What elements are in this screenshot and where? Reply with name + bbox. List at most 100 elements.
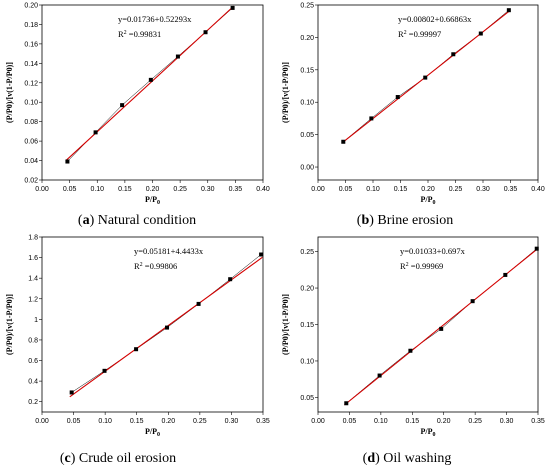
panel-caption: (c) Crude oil erosion	[60, 451, 176, 466]
y-tick-label: 0.10	[24, 100, 38, 107]
panel-caption: (a) Natural condition	[78, 213, 196, 228]
x-tick-label: 0.35	[229, 186, 243, 193]
y-axis-label: (P/P0)/[v(1-P/P0)]	[5, 62, 14, 123]
y-tick-label: 0.20	[24, 3, 38, 10]
y-tick-label: 0.04	[24, 158, 38, 165]
data-point	[451, 52, 456, 57]
x-tick-label: 0.05	[67, 418, 81, 425]
x-tick-label: 0.05	[343, 418, 357, 425]
x-tick-label: 0.15	[394, 186, 408, 193]
data-point	[259, 252, 264, 257]
x-tick-label: 0.35	[531, 418, 545, 425]
x-tick-label: 0.20	[146, 186, 160, 193]
x-axis-label: P/P0	[145, 195, 160, 206]
x-tick-label: 0.05	[63, 186, 77, 193]
y-tick-label: 1.4	[28, 276, 38, 283]
y-tick-label: 0.15	[300, 67, 314, 74]
chart-panel-d: 0.00 0.05 0.10 0.15 0.20 0.25 0.30 0.35 0.05 0.10…	[281, 236, 545, 466]
y-tick-label: 1.6	[28, 255, 38, 262]
x-tick-label: 0.30	[225, 418, 239, 425]
data-point	[203, 30, 208, 35]
x-tick-label: 0.30	[476, 186, 490, 193]
data-point	[175, 54, 180, 59]
data-point	[165, 325, 170, 330]
data-point	[65, 159, 70, 164]
y-axis-label: (P/P0)/[v(1-P/P0)]	[281, 294, 290, 355]
data-point	[69, 390, 74, 395]
y-tick-label: 0.14	[24, 61, 38, 68]
panel-caption: (d) Oil washing	[363, 451, 452, 466]
chart-panel-c: 0.00 0.05 0.10 0.15 0.20 0.25 0.30 0.35 0.2 0.4 0.…	[5, 235, 270, 467]
x-tick-label: 0.10	[98, 418, 112, 425]
fit-equation: y=0.01736+0.52293x	[118, 14, 192, 24]
y-axis-label: (P/P0)/[v(1-P/P0)]	[5, 294, 14, 355]
y-tick-label: 0.2	[28, 399, 38, 406]
y-tick-label: 0.15	[300, 322, 314, 329]
x-tick-label: 0.20	[161, 418, 175, 425]
x-tick-label: 0.15	[405, 418, 419, 425]
y-tick-label: 1.2	[28, 296, 38, 303]
plot-frame	[41, 236, 264, 413]
y-tick-label: 0.08	[24, 119, 38, 126]
linear-fit-line	[344, 248, 539, 406]
y-tick-label: 0.05	[300, 132, 314, 139]
x-tick-label: 0.30	[201, 186, 215, 193]
data-point	[228, 277, 233, 282]
y-tick-label: 0.20	[300, 286, 314, 293]
x-tick-label: 0.05	[339, 186, 353, 193]
x-tick-label: 0.30	[500, 418, 514, 425]
x-tick-label: 0.40	[531, 186, 545, 193]
x-tick-label: 0.25	[193, 418, 207, 425]
data-point	[196, 301, 201, 306]
r-squared: R2 =0.99969	[400, 261, 443, 271]
x-tick-label: 0.10	[366, 186, 380, 193]
x-axis-label: P/P0	[421, 427, 436, 438]
x-tick-label: 0.20	[437, 418, 451, 425]
data-point	[423, 75, 428, 80]
r-squared: R2 =0.99806	[134, 261, 177, 271]
y-axis-label: (P/P0)/[v(1-P/P0)]	[281, 62, 290, 123]
fit-equation: y=0.00802+0.66863x	[398, 14, 472, 24]
data-point	[93, 130, 98, 135]
data-point	[377, 373, 382, 378]
y-tick-label: 0.8	[28, 337, 38, 344]
x-tick-label: 0.00	[35, 418, 49, 425]
data-point	[408, 348, 413, 353]
chart-panel-b: 0.00 0.05 0.10 0.15 0.20 0.25 0.30 0.35 0.40 0.00…	[281, 3, 545, 229]
y-tick-label: 1.8	[28, 235, 38, 242]
data-point	[120, 103, 125, 108]
x-tick-label: 0.25	[173, 186, 187, 193]
r-squared: R2 =0.99997	[398, 29, 441, 39]
y-tick-label: 0.02	[24, 178, 38, 185]
data-point	[503, 272, 508, 277]
x-tick-label: 0.35	[256, 418, 270, 425]
data-point	[341, 139, 346, 144]
data-point	[230, 5, 235, 10]
chart-panel-a: 0.00 0.05 0.10 0.15 0.20 0.25 0.30 0.35 0.40 0.02…	[5, 3, 270, 229]
data-point	[506, 8, 511, 13]
y-tick-label: 0.10	[300, 100, 314, 107]
y-tick-label: 0.05	[300, 395, 314, 402]
data-point	[344, 401, 349, 406]
y-tick-label: 0.6	[28, 358, 38, 365]
data-point	[148, 77, 153, 82]
data-point	[534, 246, 539, 251]
data-point	[478, 31, 483, 36]
r-squared: R2 =0.99831	[118, 29, 161, 39]
data-point	[395, 95, 400, 100]
y-tick-label: 0.25	[300, 3, 314, 10]
x-axis-label: P/P0	[421, 195, 436, 206]
y-tick-label: 0.18	[24, 22, 38, 29]
x-tick-label: 0.40	[256, 186, 270, 193]
x-tick-label: 0.15	[118, 186, 132, 193]
fit-equation: y=0.01033+0.697x	[400, 246, 466, 256]
data-point	[439, 326, 444, 331]
data-series-line	[71, 254, 262, 393]
y-tick-label: 0.20	[300, 35, 314, 42]
data-point	[470, 299, 475, 304]
x-tick-label: 0.25	[468, 418, 482, 425]
y-tick-label: 0.06	[24, 139, 38, 146]
x-tick-label: 0.00	[311, 418, 325, 425]
x-tick-label: 0.15	[130, 418, 144, 425]
